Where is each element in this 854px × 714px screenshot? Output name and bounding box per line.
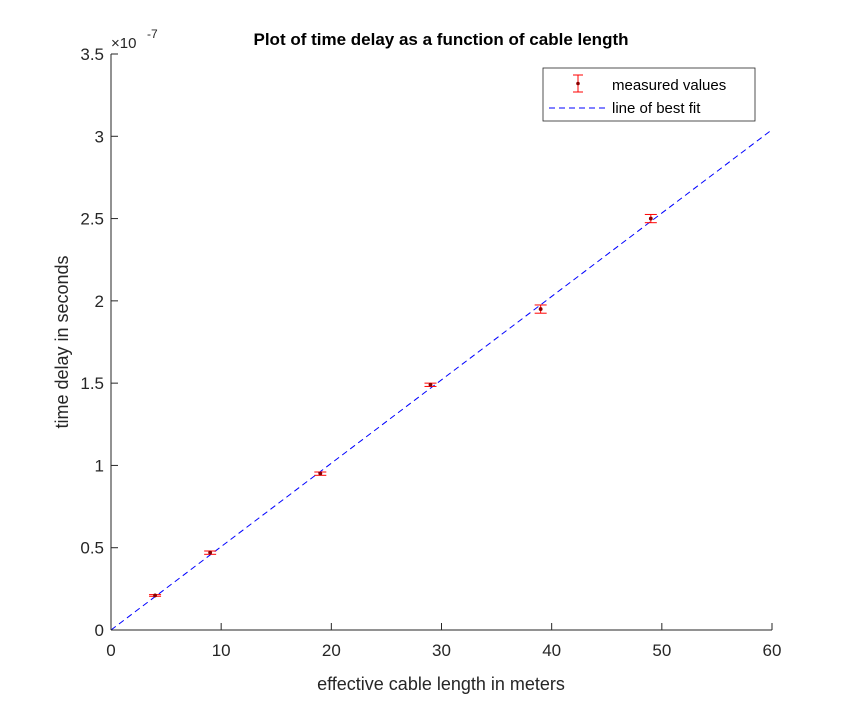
data-point xyxy=(314,471,327,476)
legend-label-measured-values: measured values xyxy=(612,77,726,94)
data-point xyxy=(644,213,657,224)
legend-errorbar-marker xyxy=(576,81,580,86)
data-point xyxy=(424,382,437,387)
data-marker xyxy=(318,471,323,476)
x-tick-labels: 0 10 20 30 40 50 60 xyxy=(106,641,781,660)
y-tick-label: 2.5 xyxy=(80,210,104,229)
y-tick-label: 1.5 xyxy=(80,374,104,393)
x-axis-label: effective cable length in meters xyxy=(317,674,565,694)
data-marker xyxy=(538,307,543,311)
data-marker xyxy=(153,593,157,598)
exponent-power: -7 xyxy=(147,27,158,41)
y-tick-label: 3 xyxy=(95,127,104,146)
axes-background xyxy=(111,54,772,630)
data-point xyxy=(204,550,217,555)
y-tick-label: 0 xyxy=(95,621,104,640)
data-marker xyxy=(208,550,213,555)
legend-label-best-fit: line of best fit xyxy=(612,100,701,117)
y-tick-labels: 0 0.5 1 1.5 2 2.5 3 3.5 xyxy=(80,45,104,640)
y-tick-label: 0.5 xyxy=(80,539,104,558)
y-tick-label: 2 xyxy=(95,292,104,311)
x-tick-label: 30 xyxy=(432,641,451,660)
x-tick-label: 0 xyxy=(106,641,115,660)
x-tick-label: 50 xyxy=(652,641,671,660)
plot-area xyxy=(110,129,773,631)
data-point xyxy=(149,593,162,598)
y-tick-label: 1 xyxy=(95,456,104,475)
y-tick-label: 3.5 xyxy=(80,45,104,64)
data-marker xyxy=(428,382,433,387)
exponent-label: ×10 -7 xyxy=(111,27,158,52)
data-marker xyxy=(648,216,653,221)
legend: measured values line of best fit xyxy=(542,67,756,122)
data-point xyxy=(534,304,547,314)
x-tick-label: 10 xyxy=(212,641,231,660)
chart-title: Plot of time delay as a function of cabl… xyxy=(254,30,629,49)
legend-errorbar-symbol xyxy=(573,74,583,93)
x-tick-label: 40 xyxy=(542,641,561,660)
x-tick-label: 60 xyxy=(763,641,782,660)
y-axis-label: time delay in seconds xyxy=(52,255,72,428)
x-tick-label: 20 xyxy=(322,641,341,660)
exponent-base: ×10 xyxy=(111,35,136,52)
best-fit-line xyxy=(110,129,773,631)
